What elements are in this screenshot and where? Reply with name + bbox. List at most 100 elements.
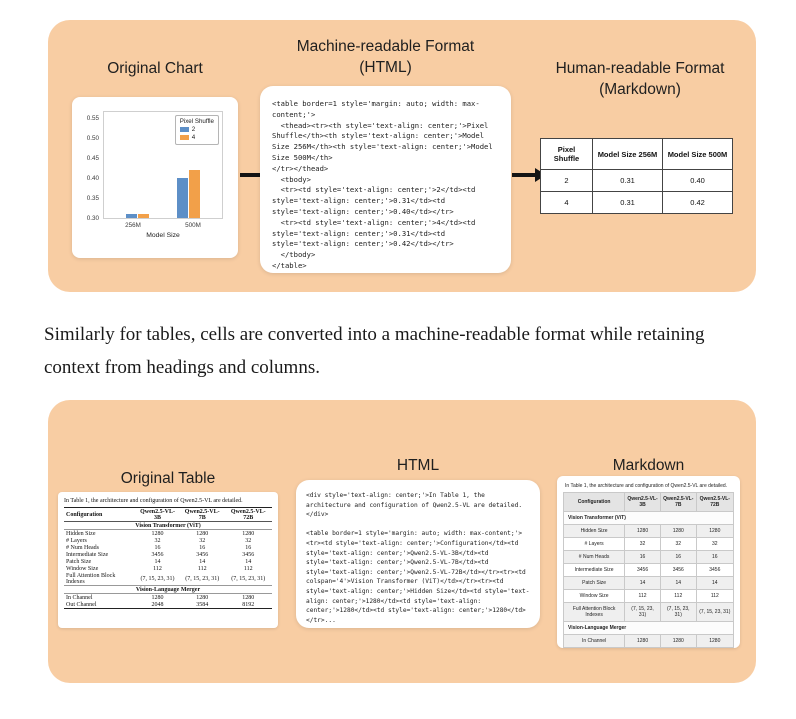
table-row: Full Attention Block Indexes (7, 15, 23, … xyxy=(64,572,272,586)
arrow-shaft xyxy=(512,173,535,177)
table-row: # Num Heads 16 16 16 xyxy=(562,550,735,564)
table-cell: 2 xyxy=(540,169,593,192)
legend-swatch xyxy=(179,127,189,132)
table-cell: 3456 xyxy=(196,551,209,558)
table-cell: 16 xyxy=(695,550,735,564)
chart-x-label: Model Size xyxy=(146,232,180,239)
table-cell: 32 xyxy=(695,537,735,551)
legend-title: Pixel Shuffle xyxy=(179,118,214,125)
table-cell: 112 xyxy=(197,565,207,572)
table-cell: Patch Size xyxy=(562,576,626,590)
table-cell: 16 xyxy=(624,550,661,564)
arrow-shaft xyxy=(240,173,263,177)
table-row: 4 0.31 0.42 xyxy=(540,191,733,214)
table-cell: (7, 15, 23, 31) xyxy=(140,575,175,582)
table-section-row: Vision Transformer (ViT) xyxy=(563,511,734,525)
section-label: Vision-Language Merger xyxy=(563,621,734,635)
markdown-rendered-card: In Table 1, the architecture and configu… xyxy=(557,476,740,648)
machine-readable-title-line2: (HTML) xyxy=(359,59,412,77)
paper-table: Configuration Qwen2.5-VL-3B Qwen2.5-VL-7B Q… xyxy=(64,507,272,609)
x-tick-label: 500M xyxy=(185,222,201,229)
table-cell: 0.31 xyxy=(592,191,663,214)
table-cell: 0.31 xyxy=(592,169,663,192)
column-header: Model Size 256M xyxy=(592,138,663,170)
section-label: Vision Transformer (ViT) xyxy=(563,511,734,525)
table-cell: 0.42 xyxy=(662,191,733,214)
table-cell: 2048 xyxy=(135,601,180,609)
table-row: Intermediate Size 3456 3456 3456 xyxy=(562,563,735,577)
figure-panel-chart-conversion: Original Chart Machine-readable Format (… xyxy=(48,20,756,292)
table-header-row: Configuration Qwen2.5-VL-3B Qwen2.5-VL-7B Q… xyxy=(64,507,272,522)
chart-y-axis: 0.30 0.35 0.40 0.45 0.50 0.55 xyxy=(76,111,101,222)
table-row: In Channel 1280 1280 1280 xyxy=(64,594,272,602)
table-row: Window Size 112 112 112 xyxy=(64,565,272,572)
human-readable-title: Human-readable Format (Markdown) xyxy=(518,58,762,101)
section-label: Vision Transformer (ViT) xyxy=(64,521,272,530)
table-cell: Configuration xyxy=(562,492,626,512)
table-cell: 2048 xyxy=(624,647,661,648)
table-row: # Num Heads 16 16 16 xyxy=(64,544,272,551)
column-header: Model Size 500M xyxy=(662,138,733,170)
table-cell: 1280 xyxy=(624,524,661,538)
table-cell: 3584 xyxy=(179,601,225,609)
figure-panel-table-conversion: Original Table HTML Markdown In Table 1,… xyxy=(48,400,756,683)
table-row: In Channel 1280 1280 1280 xyxy=(562,634,735,648)
table-cell: 1280 xyxy=(151,530,164,537)
table-cell: 16 xyxy=(659,550,697,564)
table-cell: 3456 xyxy=(242,551,255,558)
table-cell: 1280 xyxy=(151,594,164,601)
html-code-block: <div style='text-align: center;'>In Tabl… xyxy=(296,480,540,628)
table-cell: 14 xyxy=(659,576,697,590)
table-cell: 1280 xyxy=(624,634,661,648)
human-readable-title-line1: Human-readable Format xyxy=(555,60,725,77)
table-row: Window Size 112 112 112 xyxy=(562,589,735,603)
table-cell: Qwen2.5-VL-72B xyxy=(695,492,735,512)
table-row: # Layers 32 32 32 xyxy=(562,537,735,551)
table-cell: (7, 15, 23, 31) xyxy=(659,602,697,622)
table-cell: Qwen2.5-VL-72B xyxy=(224,507,272,522)
table-cell: Hidden Size xyxy=(562,524,626,538)
table-cell: 1280 xyxy=(695,634,735,648)
table-cell: 1280 xyxy=(196,594,209,601)
table-cell: 8192 xyxy=(224,601,272,609)
table-section-row: Vision Transformer (ViT) xyxy=(64,521,272,530)
table-cell: 112 xyxy=(243,565,253,572)
table-cell: 1280 xyxy=(242,594,255,601)
table-cell: 112 xyxy=(153,565,162,572)
table-cell: 0.40 xyxy=(662,169,733,192)
table-header-row: Configuration Qwen2.5-VL-3B Qwen2.5-VL-7B Q… xyxy=(562,492,735,512)
table-cell: 112 xyxy=(624,589,661,603)
table-cell: Intermediate Size xyxy=(562,563,626,577)
table-cell: 3456 xyxy=(695,563,735,577)
table-section-row: Vision-Language Merger xyxy=(64,585,272,594)
y-tick-label: 0.30 xyxy=(86,215,99,222)
table-cell: Intermediate Size xyxy=(66,551,109,558)
table-cell: # Layers xyxy=(562,537,626,551)
bar-4-500M xyxy=(189,170,200,218)
markdown-column-title: Markdown xyxy=(612,457,685,474)
table-cell: 112 xyxy=(695,589,735,603)
table-cell: In Channel xyxy=(66,594,93,601)
bar-groups xyxy=(104,112,222,218)
table-cell: 16 xyxy=(245,544,252,551)
table-cell: 16 xyxy=(199,544,206,551)
table-cell: 32 xyxy=(154,537,161,544)
original-chart-title: Original Chart xyxy=(107,60,203,77)
table-cell: 1280 xyxy=(196,530,209,537)
table-cell: 112 xyxy=(659,589,697,603)
table-cell: 14 xyxy=(245,558,252,565)
bar-2-256M xyxy=(126,214,137,218)
y-tick-label: 0.35 xyxy=(86,195,99,202)
bar-4-256M xyxy=(138,214,149,218)
table-cell: 32 xyxy=(659,537,697,551)
legend-item: 2 xyxy=(179,126,214,133)
table-cell: Window Size xyxy=(66,565,99,572)
table-cell: # Num Heads xyxy=(562,550,626,564)
table-cell: Window Size xyxy=(562,589,626,603)
table-cell: 32 xyxy=(624,537,661,551)
table-cell: Configuration xyxy=(64,507,136,522)
